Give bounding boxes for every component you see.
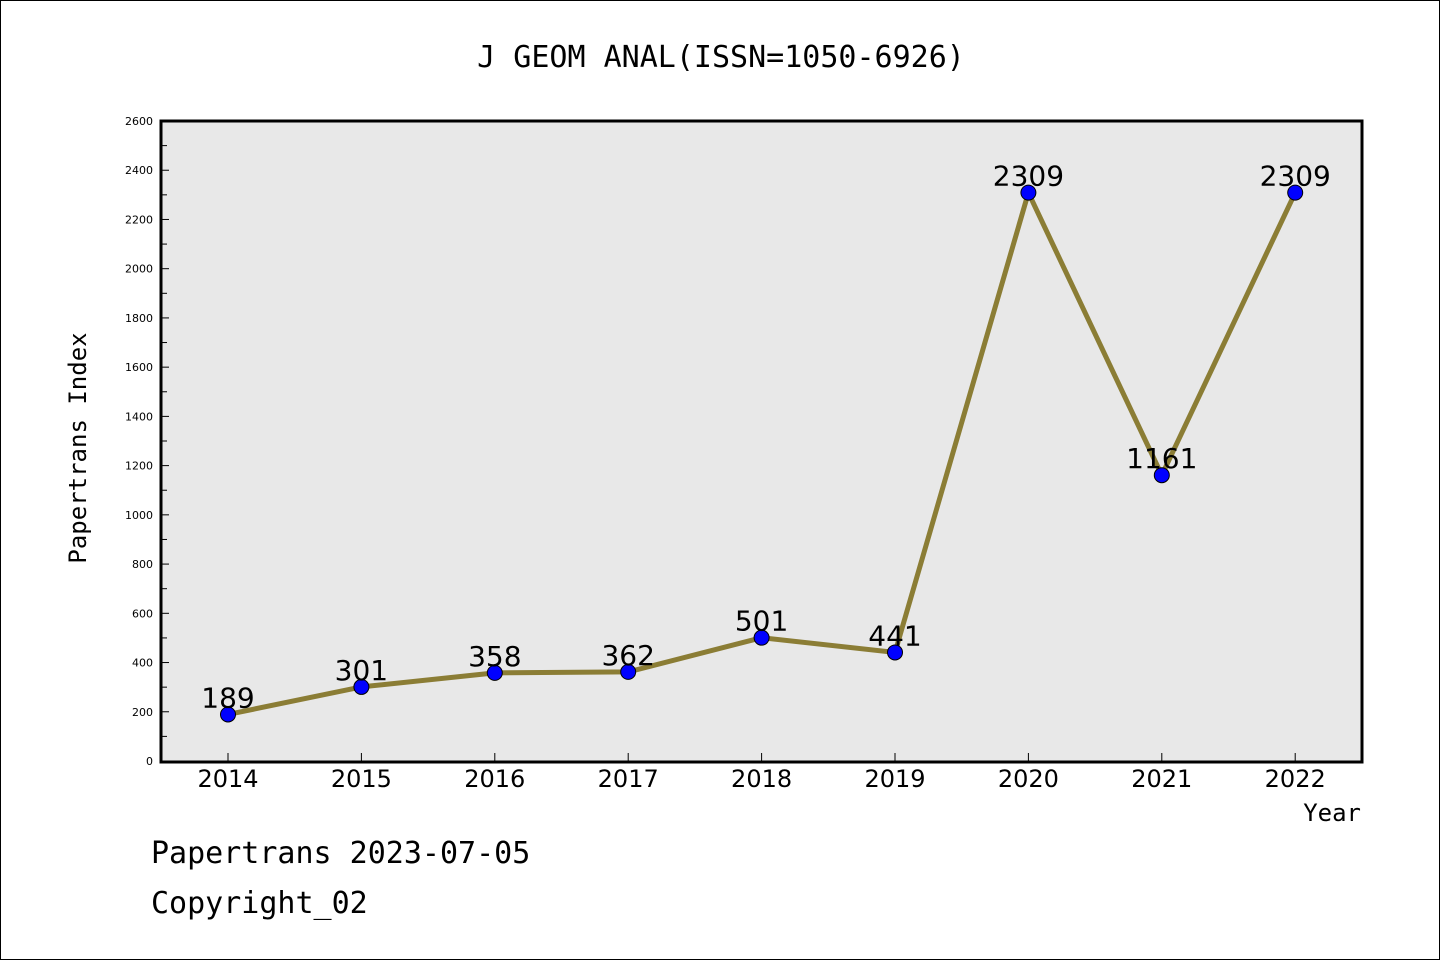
- x-tick-label: 2022: [1265, 765, 1326, 793]
- y-tick-label: 600: [132, 607, 153, 620]
- y-tick-label: 1000: [125, 509, 153, 522]
- plot-area: [159, 119, 1364, 764]
- x-tick-label: 2021: [1131, 765, 1192, 793]
- data-point: [1020, 184, 1037, 201]
- data-point: [486, 664, 503, 681]
- data-label: 301: [335, 654, 388, 687]
- footer-date: Papertrans 2023-07-05: [151, 836, 531, 871]
- data-label: 501: [735, 605, 788, 638]
- data-label: 362: [601, 639, 654, 672]
- x-tick-label: 2017: [598, 765, 659, 793]
- x-tick-label: 2020: [998, 765, 1059, 793]
- data-label: 2309: [993, 160, 1064, 193]
- y-axis-label: Papertrans Index: [64, 332, 92, 563]
- chart-title: J GEOM ANAL(ISSN=1050-6926): [477, 40, 965, 75]
- x-tick-label: 2014: [197, 765, 258, 793]
- footer-copyright: Copyright_02: [151, 886, 368, 921]
- y-tick-label: 1600: [125, 361, 153, 374]
- data-label: 189: [201, 681, 254, 714]
- x-axis: 2014 2015 2016 2017 2018 2019 2020 2021 2022: [197, 753, 1326, 793]
- x-tick-label: 2018: [731, 765, 792, 793]
- y-tick-label: 2000: [125, 263, 153, 276]
- y-tick-label: 1800: [125, 312, 153, 325]
- y-tick-label: 2400: [125, 164, 153, 177]
- y-tick-label: 400: [132, 657, 153, 670]
- y-tick-label: 200: [132, 706, 153, 719]
- x-axis-label: Year: [1303, 799, 1361, 827]
- data-point: [887, 644, 903, 661]
- x-tick-label: 2015: [331, 765, 392, 793]
- data-point: [620, 663, 637, 680]
- y-tick-label: 0: [146, 755, 153, 768]
- data-point: [220, 706, 236, 723]
- data-point: [353, 678, 370, 695]
- y-axis: 0 200 400 600 800 1000 1200 1400 1600 1800 2000 220…: [125, 115, 169, 768]
- data-markers: [220, 184, 1304, 723]
- data-label: 358: [468, 640, 521, 673]
- x-tick-label: 2019: [864, 765, 925, 793]
- y-tick-label: 1200: [125, 460, 153, 473]
- data-label: 2309: [1260, 160, 1331, 193]
- y-tick-label: 2600: [125, 115, 153, 128]
- data-point: [1153, 467, 1170, 484]
- data-labels: 189 301 358 362 501 441 2309 1161 2309: [201, 160, 1331, 715]
- y-tick-label: 2200: [125, 213, 153, 226]
- data-point: [1287, 184, 1304, 201]
- y-tick-label: 800: [132, 558, 153, 571]
- data-label: 441: [868, 619, 921, 652]
- y-tick-label: 1400: [125, 410, 153, 423]
- x-tick-label: 2016: [464, 765, 525, 793]
- data-point: [753, 629, 770, 646]
- data-label: 1161: [1126, 442, 1197, 475]
